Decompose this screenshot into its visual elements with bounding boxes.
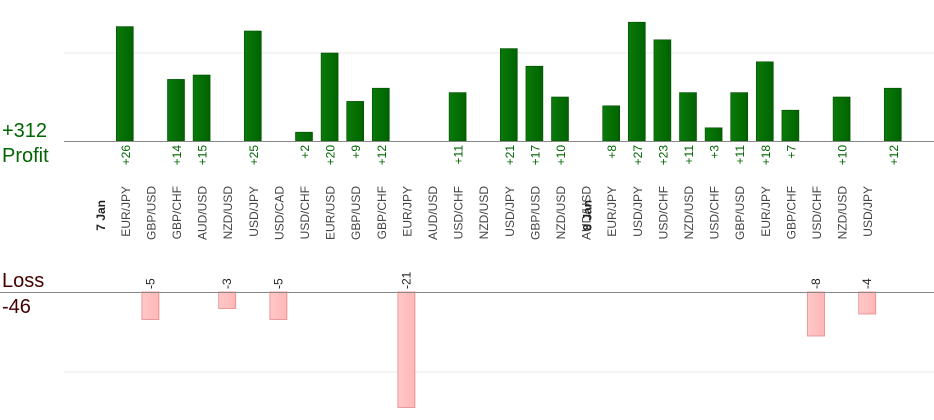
- profit-value-label: +9: [349, 145, 363, 159]
- profit-heading: Profit: [2, 145, 49, 167]
- profit-value-label: +3: [708, 145, 722, 159]
- loss-value-label: -4: [860, 278, 874, 289]
- loss-bars: [141, 291, 877, 408]
- profit-bar: [730, 92, 749, 142]
- profit-bar: [704, 127, 723, 142]
- category-label: USD/CAD: [272, 186, 286, 240]
- grid-lines: [64, 52, 934, 373]
- category-label: USD/CHF: [656, 186, 670, 239]
- category-label: USD/CHF: [452, 186, 466, 239]
- profit-bar: [627, 21, 646, 142]
- profit-bars: [116, 21, 902, 142]
- loss-bar: [141, 291, 160, 320]
- loss-bar: [858, 291, 877, 315]
- category-label: NZD/USD: [682, 186, 696, 240]
- loss-bar: [269, 291, 288, 320]
- profit-bar: [346, 101, 365, 142]
- profit-value-label: +10: [554, 145, 568, 166]
- category-label: EUR/USD: [324, 186, 338, 240]
- profit-bar: [781, 109, 800, 142]
- profit-value-label: +14: [170, 145, 184, 166]
- profit-bar: [602, 105, 621, 142]
- loss-value-label: -5: [271, 278, 285, 289]
- category-label: AUD/USD: [426, 186, 440, 240]
- loss-heading: Loss: [2, 270, 45, 292]
- profit-value-label: +11: [452, 145, 466, 165]
- profit-value-label: +7: [784, 145, 798, 159]
- profit-bar: [499, 48, 518, 142]
- profit-value-label: +26: [119, 145, 133, 166]
- profit-bar: [883, 87, 902, 142]
- profit-bar: [192, 74, 211, 142]
- category-label: EUR/JPY: [400, 186, 414, 237]
- category-label: GBP/CHF: [784, 186, 798, 239]
- loss-value-label: -3: [220, 278, 234, 289]
- category-label: GBP/USD: [528, 186, 542, 240]
- category-label: GBP/USD: [733, 186, 747, 240]
- profit-value-label: +11: [733, 145, 747, 165]
- profit-value-label: +23: [656, 145, 670, 166]
- profit-value-label: +2: [298, 145, 312, 159]
- profit-value-label: +10: [836, 145, 850, 166]
- profit-bar: [116, 26, 134, 142]
- loss-value-label: -21: [399, 271, 413, 289]
- category-label: USD/CHF: [298, 186, 312, 239]
- loss-bar: [397, 291, 416, 408]
- profit-value-label: +15: [196, 145, 210, 166]
- category-label: USD/CHF: [810, 186, 824, 239]
- profit-bar: [653, 39, 672, 142]
- profit-bar: [551, 96, 569, 142]
- category-labels: EUR/JPY GBP/USD GBP/CHF AUD/USD NZD/USD USD/J…: [94, 186, 875, 240]
- profit-value-label: +8: [605, 145, 619, 159]
- profit-bar: [755, 61, 774, 142]
- profit-bar: [525, 65, 544, 142]
- profit-value-label: +12: [375, 145, 389, 166]
- loss-total: -46: [2, 296, 31, 318]
- profit-total: +312: [2, 120, 48, 142]
- bar-value-labels: +26 -5 +14 +15 -3 +25 -5 +2 +20 +9 +12 -21 +11 +21 +17…: [119, 145, 901, 289]
- axis-lines: [0, 141, 934, 293]
- profit-value-label: +12: [887, 145, 901, 166]
- category-label: EUR/JPY: [605, 186, 619, 237]
- category-label: GBP/USD: [349, 186, 363, 240]
- profit-value-label: +21: [503, 145, 517, 166]
- date-label: 7 Jan: [94, 200, 108, 231]
- category-label: USD/JPY: [861, 186, 875, 237]
- profit-bar: [295, 131, 313, 142]
- profit-value-label: +20: [324, 145, 338, 166]
- profit-bar: [832, 96, 851, 142]
- category-label: GBP/CHF: [375, 186, 389, 239]
- category-label: NZD/USD: [477, 186, 491, 240]
- loss-value-label: -8: [809, 278, 823, 289]
- category-label: USD/JPY: [503, 186, 517, 237]
- category-label: NZD/USD: [836, 186, 850, 240]
- profit-value-label: +25: [247, 145, 261, 166]
- profit-bar: [167, 79, 185, 142]
- profit-bar: [679, 92, 697, 142]
- category-label: NZD/USD: [221, 186, 235, 240]
- loss-value-label: -5: [143, 278, 157, 289]
- profit-bar: [244, 30, 262, 142]
- profit-bar: [448, 92, 467, 142]
- category-label: EUR/JPY: [119, 186, 133, 237]
- date-label: 8 Jan: [580, 200, 594, 231]
- profit-value-label: +17: [528, 145, 542, 166]
- category-label: USD/JPY: [631, 186, 645, 237]
- category-label: NZD/USD: [554, 186, 568, 240]
- category-label: USD/JPY: [247, 186, 261, 237]
- category-label: AUD/USD: [196, 186, 210, 240]
- category-label: GBP/CHF: [170, 186, 184, 239]
- category-label: AUD/USD: [580, 186, 594, 240]
- profit-bar: [320, 52, 339, 142]
- profit-value-label: +11: [682, 145, 696, 165]
- profit-bar: [371, 87, 390, 142]
- profit-value-label: +18: [759, 145, 773, 166]
- category-label: EUR/JPY: [759, 186, 773, 237]
- profit-value-label: +27: [631, 145, 645, 166]
- category-label: GBP/USD: [144, 186, 158, 240]
- loss-bar: [218, 291, 237, 309]
- loss-bar: [807, 291, 825, 337]
- category-label: USD/CHF: [708, 186, 722, 239]
